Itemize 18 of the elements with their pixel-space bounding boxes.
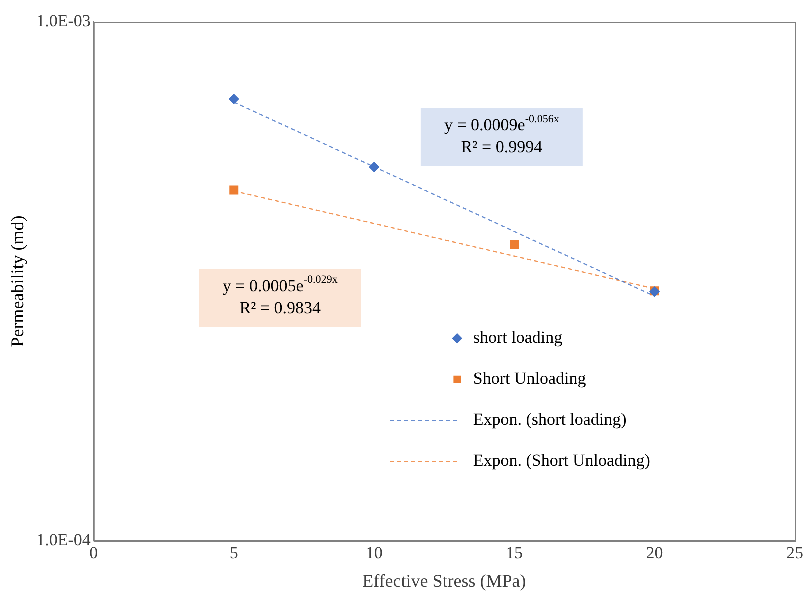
x-tick-label: 15 <box>506 544 524 563</box>
x-tick-label: 20 <box>646 544 664 563</box>
x-tick-label: 10 <box>366 544 383 563</box>
x-axis-title: Effective Stress (MPa) <box>362 570 526 591</box>
legend-label: Short Unloading <box>473 369 587 388</box>
point <box>369 162 380 172</box>
legend-label: short loading <box>473 328 564 348</box>
y-tick-label: 1.0E-04 <box>36 530 92 550</box>
y-axis-title: Permeability (md) <box>8 216 28 348</box>
point <box>229 94 240 104</box>
point <box>230 186 239 195</box>
legend-label: Expon. (Short Unloading) <box>473 451 650 470</box>
x-tick-label: 0 <box>90 544 98 563</box>
y-tick-label: 1.0E-03 <box>36 11 91 30</box>
legend-label: Expon. (short loading) <box>473 410 627 430</box>
x-tick-label: 25 <box>786 544 804 563</box>
x-tick-label: 5 <box>230 544 238 563</box>
point <box>510 240 520 250</box>
